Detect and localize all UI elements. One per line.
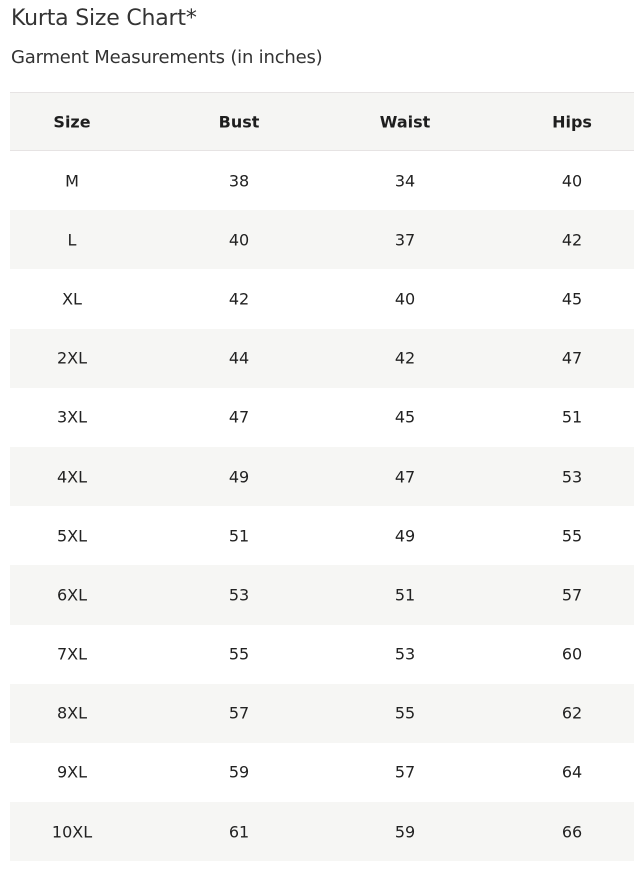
cell-size: 8XL: [56, 703, 88, 723]
cell-bust: 47: [228, 407, 250, 427]
table-row: 5XL 51 49 55: [10, 506, 634, 565]
header-bust: Bust: [218, 112, 260, 131]
cell-waist: 45: [394, 407, 416, 427]
size-chart-table: Size Bust Waist Hips M 38 34 40 L 40 37 42 XL 42 4…: [10, 92, 634, 862]
cell-bust: 38: [228, 171, 250, 191]
table-row: L 40 37 42: [10, 210, 634, 270]
cell-bust: 42: [228, 289, 250, 309]
cell-bust: 51: [228, 526, 250, 546]
header-waist: Waist: [379, 112, 431, 131]
cell-waist: 49: [394, 526, 416, 546]
cell-hips: 53: [561, 467, 583, 487]
cell-hips: 62: [561, 703, 583, 723]
page-subtitle: Garment Measurements (in inches): [11, 47, 323, 68]
cell-bust: 59: [228, 762, 250, 782]
table-row: 7XL 55 53 60: [10, 625, 634, 684]
cell-hips: 55: [561, 526, 583, 546]
table-row: M 38 34 40: [10, 151, 634, 210]
cell-size: 6XL: [56, 585, 88, 605]
cell-hips: 64: [561, 762, 583, 782]
cell-size: 7XL: [56, 644, 88, 664]
table-row: 10XL 61 59 66: [10, 802, 634, 862]
table-row: 4XL 49 47 53: [10, 446, 634, 507]
cell-hips: 47: [561, 348, 583, 368]
cell-waist: 37: [394, 230, 416, 250]
header-size: Size: [53, 112, 91, 131]
table-header-row: Size Bust Waist Hips: [10, 92, 634, 151]
table-row: XL 42 40 45: [10, 269, 634, 328]
table-row: 8XL 57 55 62: [10, 683, 634, 743]
cell-waist: 47: [394, 467, 416, 487]
table-row: 3XL 47 45 51: [10, 388, 634, 447]
cell-size: 4XL: [56, 467, 88, 487]
cell-bust: 57: [228, 703, 250, 723]
cell-hips: 42: [561, 230, 583, 250]
cell-size: 9XL: [56, 762, 88, 782]
cell-waist: 57: [394, 762, 416, 782]
cell-hips: 57: [561, 585, 583, 605]
cell-waist: 53: [394, 644, 416, 664]
cell-waist: 59: [394, 822, 416, 842]
cell-size: 5XL: [56, 526, 88, 546]
cell-bust: 40: [228, 230, 250, 250]
cell-hips: 51: [561, 407, 583, 427]
cell-bust: 55: [228, 644, 250, 664]
cell-waist: 42: [394, 348, 416, 368]
cell-hips: 60: [561, 644, 583, 664]
cell-bust: 53: [228, 585, 250, 605]
table-row: 9XL 59 57 64: [10, 743, 634, 802]
cell-size: XL: [62, 289, 82, 309]
cell-size: 3XL: [56, 407, 88, 427]
cell-size: M: [65, 171, 79, 191]
cell-bust: 49: [228, 467, 250, 487]
cell-waist: 34: [394, 171, 416, 191]
cell-hips: 66: [561, 822, 583, 842]
cell-waist: 40: [394, 289, 416, 309]
header-hips: Hips: [552, 112, 592, 131]
cell-waist: 51: [394, 585, 416, 605]
cell-bust: 61: [228, 822, 250, 842]
cell-size: L: [67, 230, 77, 250]
cell-size: 10XL: [51, 822, 93, 842]
cell-bust: 44: [228, 348, 250, 368]
page-title: Kurta Size Chart*: [11, 6, 197, 31]
table-row: 2XL 44 42 47: [10, 328, 634, 388]
cell-size: 2XL: [56, 348, 88, 368]
cell-hips: 40: [561, 171, 583, 191]
cell-hips: 45: [561, 289, 583, 309]
table-row: 6XL 53 51 57: [10, 565, 634, 625]
cell-waist: 55: [394, 703, 416, 723]
